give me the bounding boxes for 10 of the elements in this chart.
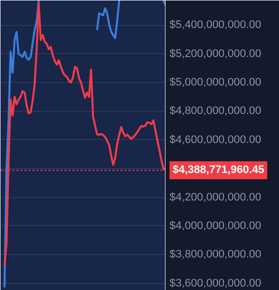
y-tick-label: $5,200,000,000.00 [170, 48, 262, 60]
y-tick-label: $4,000,000,000.00 [170, 220, 262, 232]
y-tick-label: $4,800,000,000.00 [170, 105, 262, 118]
y-tick-label: $5,400,000,000.00 [170, 19, 262, 32]
y-tick-label: $4,600,000,000.00 [170, 134, 262, 146]
y-tick-label: $5,000,000,000.00 [170, 76, 262, 89]
y-tick-label: $3,800,000,000.00 [170, 248, 262, 261]
y-tick-label: $4,200,000,000.00 [170, 191, 262, 204]
ref-line-label: $4,388,771,960.45 [172, 164, 264, 176]
y-tick-label: $3,600,000,000.00 [170, 277, 262, 290]
